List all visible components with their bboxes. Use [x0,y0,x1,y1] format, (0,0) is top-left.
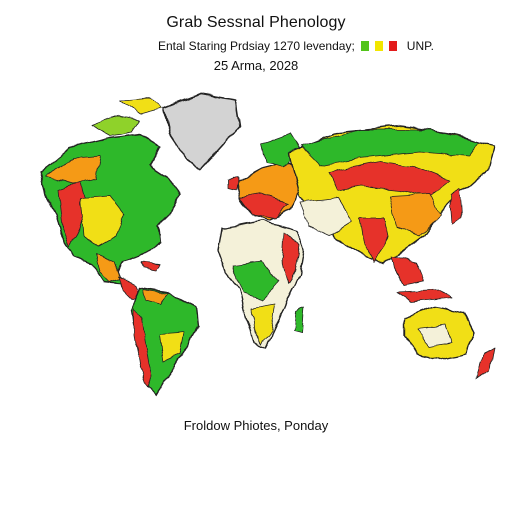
southeast-asia [391,255,425,287]
mexico-region [95,253,121,283]
map-date: 25 Arma, 2028 [213,58,299,73]
legend-swatch-yellow [374,41,383,51]
europe-region [227,133,307,221]
greenland-region [163,93,241,171]
africa-sahel-green [231,261,279,301]
map-caption: Froldow Phiotes, Ponday [183,418,329,433]
australia-inland [417,323,453,349]
europe-hot-south [239,193,289,219]
new-zealand [475,347,495,379]
asia-region [289,125,495,303]
south-america-north [143,289,169,305]
south-america-west-coast [133,307,153,389]
world-map-svg [39,93,495,397]
uk-islands [227,175,239,191]
legend-swatch-red [388,41,397,51]
south-america-region [131,287,199,397]
map-title: Grab Sessnal Phenology [166,14,346,31]
africa-region [217,219,305,349]
africa-east-red [281,231,301,283]
oceania-region [403,305,495,379]
north-america-mid [79,195,125,247]
caribbean-islands [141,261,161,271]
madagascar [293,307,305,333]
map-subtitle: Ental Staring Prdsiay 1270 levenday; [158,39,355,53]
north-america-region [39,97,181,285]
africa-south [251,303,277,345]
subtitle-row: Ental Staring Prdsiay 1270 levenday; UNP… [158,38,434,54]
japan-islands [449,189,463,225]
south-america-mid [159,331,185,363]
legend-label: UNP. [406,39,434,53]
india-region [359,217,389,263]
legend-swatch-green [360,41,369,51]
world-map [0,86,512,406]
china-region [389,193,441,237]
indonesia-islands [395,289,453,303]
greenland-shape [163,93,241,171]
middle-east [299,197,353,237]
north-america-orange [43,155,101,185]
arctic-island-north [119,97,163,115]
siberia-green [299,129,481,167]
canada-arctic-islands [91,115,141,137]
